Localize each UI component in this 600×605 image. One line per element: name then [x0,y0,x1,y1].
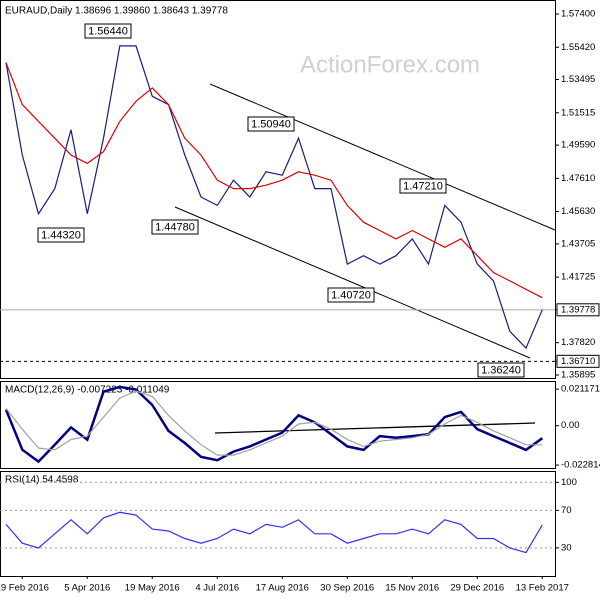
x-tick-label: 17 Aug 2016 [256,583,309,594]
annotation: 1.40720 [331,289,371,301]
x-tick-label: 19 May 2016 [125,583,180,594]
y-tick-label: 0.021171 [561,384,600,395]
series-line [5,45,543,350]
annotation: 1.47210 [403,180,443,192]
annotation: 1.44780 [155,221,195,233]
x-tick-label: 15 Nov 2016 [385,583,439,594]
y-tick-label: 1.43705 [561,238,595,249]
x-tick-label: 29 Dec 2016 [450,583,504,594]
annotation-box [399,178,447,194]
x-tick-label: 4 Jul 2016 [195,583,239,594]
annotation: 1.50940 [251,118,291,130]
annotation-box [327,287,375,303]
series-line [5,390,543,456]
annotation-box [477,362,525,378]
price-box [556,303,600,317]
channel-upper [209,83,556,231]
channel-lower [174,206,531,359]
annotation-box [84,23,132,39]
annotation-box [247,116,295,132]
series-line [5,62,543,299]
panel-title: RSI(14) 54.4598 [5,475,79,486]
y-tick-label: 70 [561,505,572,516]
x-tick-label: 5 Apr 2016 [64,583,110,594]
panel-title: EURAUD,Daily 1.38696 1.39860 1.38643 1.3… [5,6,228,17]
x-tick-label: 19 Feb 2016 [0,583,49,594]
y-tick-label: -0.022814 [561,460,600,471]
y-tick-label: 1.47610 [561,173,595,184]
annotation: 1.56440 [88,25,128,37]
y-tick-label: 0.00 [561,420,580,431]
y-tick-label: 1.45630 [561,206,595,217]
x-tick-label: 13 Feb 2017 [516,583,569,594]
series-line [5,511,543,554]
y-tick-label: 1.35895 [561,370,595,381]
y-tick-label: 100 [561,477,577,488]
y-tick-label: 1.57400 [561,9,595,20]
y-tick-label: 1.36710 [561,356,595,367]
annotation: 1.44320 [41,229,81,241]
panel-title: MACD(12,26,9) -0.007223 -0.011049 [5,385,170,396]
y-tick-label: 1.39778 [561,304,595,315]
annotation-box [37,227,85,243]
annotation: 1.36240 [481,364,521,376]
y-tick-label: 1.37820 [561,337,595,348]
price-box [556,354,600,368]
y-tick-label: 1.41725 [561,272,595,283]
y-tick-label: 30 [561,542,572,553]
y-tick-label: 1.55420 [561,42,595,53]
x-tick-label: 30 Sep 2016 [320,583,374,594]
y-tick-label: 1.49590 [561,140,595,151]
rsi-panel [0,471,556,577]
macd-panel [0,381,556,469]
y-tick-label: 1.53495 [561,74,595,85]
series-line [4,385,544,464]
y-tick-label: 1.51515 [561,107,595,118]
watermark: ActionForex.com [300,51,480,78]
annotation-box [151,219,199,235]
price-panel [0,0,556,379]
